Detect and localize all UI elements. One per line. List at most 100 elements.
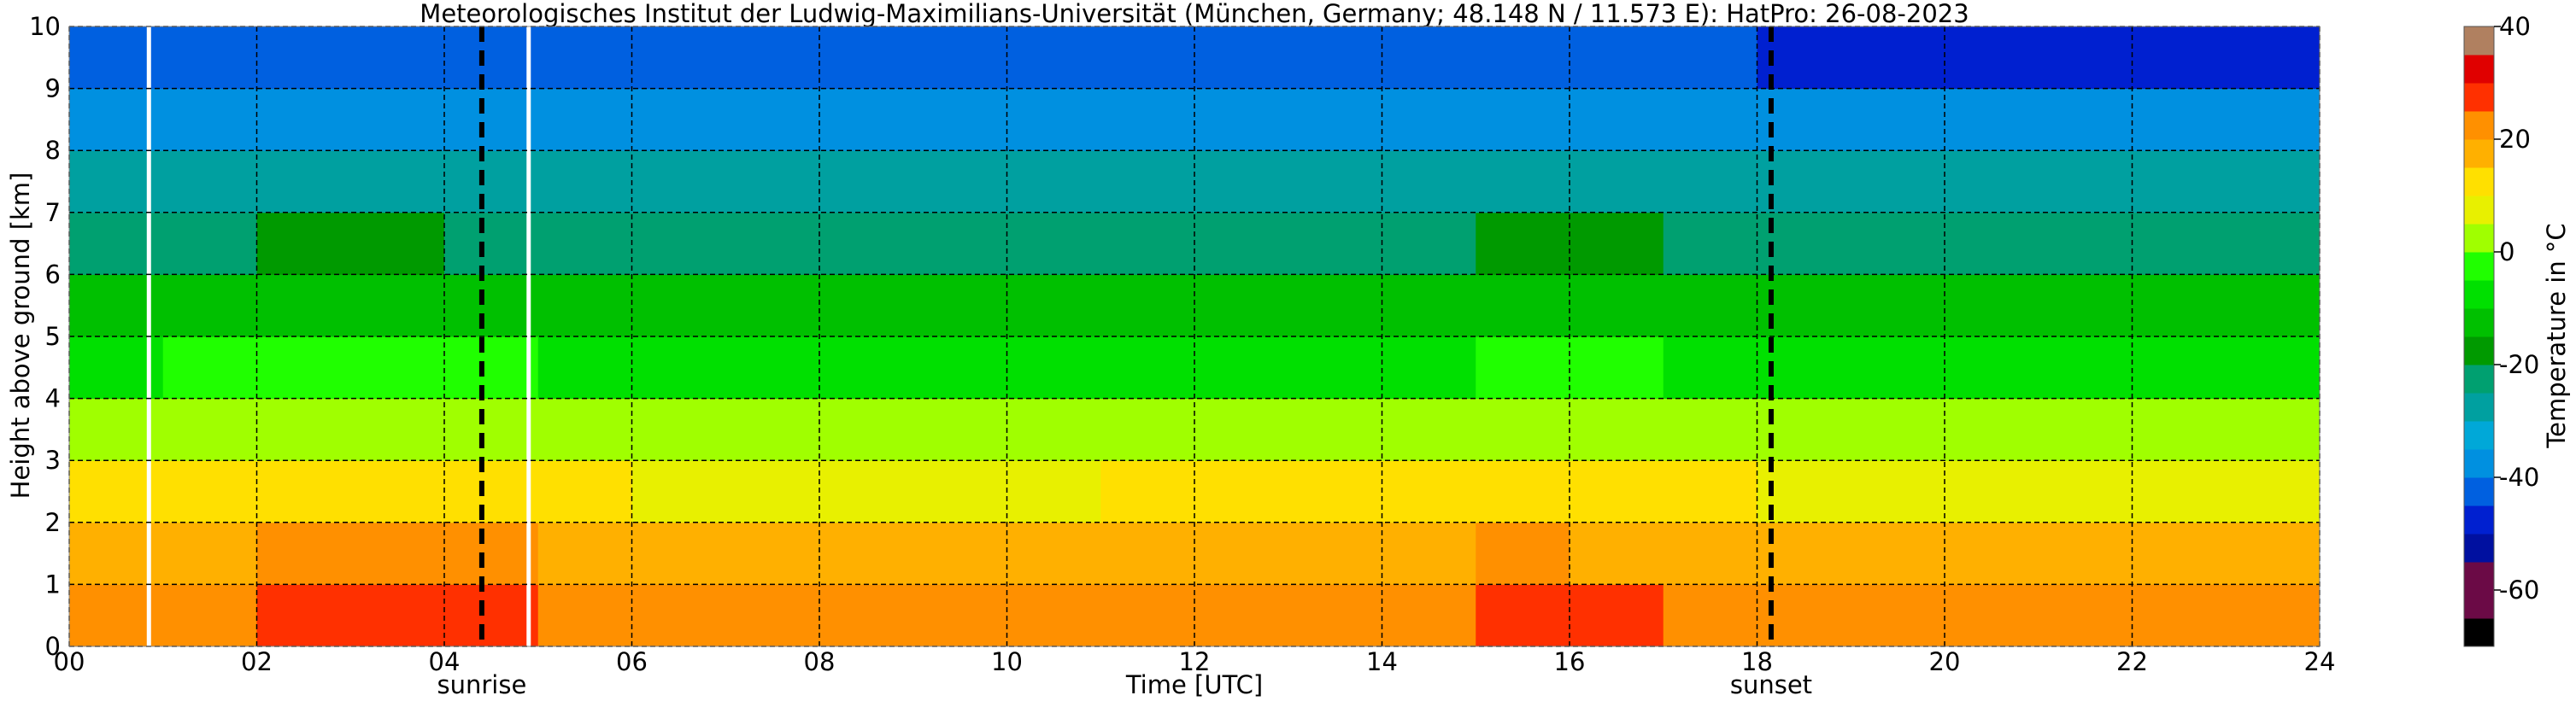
heat-cell <box>1851 212 1945 275</box>
heat-cell <box>1382 26 1476 90</box>
heat-cell <box>725 584 820 647</box>
colorbar-segment <box>2464 55 2494 84</box>
y-tick-label: 3 <box>45 446 61 475</box>
heat-cell <box>1663 336 1757 400</box>
heat-cell <box>1006 274 1101 337</box>
heat-cell <box>1288 584 1382 647</box>
heat-cell <box>1945 398 2039 461</box>
heat-cell <box>1194 88 1289 151</box>
heat-cell <box>1851 150 1945 213</box>
heat-cell <box>256 212 351 275</box>
heat-cell <box>1851 336 1945 400</box>
heat-cell <box>1194 274 1289 337</box>
heat-cell <box>256 150 351 213</box>
heat-cell <box>1663 88 1757 151</box>
heat-cell <box>2132 336 2227 400</box>
heat-cell <box>1663 26 1757 90</box>
heat-cell <box>350 26 445 90</box>
heat-cell <box>162 398 257 461</box>
x-tick-label: 24 <box>2304 647 2336 676</box>
heat-cell <box>1006 398 1101 461</box>
heat-cell <box>1006 150 1101 213</box>
heat-cell <box>1851 398 1945 461</box>
heat-cell <box>1663 584 1757 647</box>
x-tick-label: 16 <box>1554 647 1586 676</box>
heat-cell <box>537 26 632 90</box>
heat-cell <box>1382 460 1476 523</box>
y-tick-label: 7 <box>45 198 61 227</box>
heat-cell <box>256 460 351 523</box>
heat-cell <box>725 274 820 337</box>
heat-cell <box>256 584 351 647</box>
heat-cell <box>1288 274 1382 337</box>
heat-cell <box>350 212 445 275</box>
heat-cell <box>1382 88 1476 151</box>
heat-cell <box>537 88 632 151</box>
heat-cell <box>537 274 632 337</box>
heat-cell <box>1476 274 1570 337</box>
colorbar-segment <box>2464 224 2494 253</box>
heat-cell <box>2132 522 2227 585</box>
heat-cell <box>819 150 914 213</box>
heat-cell <box>1663 522 1757 585</box>
heat-cell <box>1570 584 1664 647</box>
heat-cell <box>725 398 820 461</box>
heat-cell <box>444 584 539 647</box>
heat-cell <box>537 150 632 213</box>
heat-cell <box>1100 212 1195 275</box>
heat-cell <box>1663 398 1757 461</box>
heat-cell <box>1194 212 1289 275</box>
heat-cell <box>1851 460 1945 523</box>
heat-cell <box>631 398 726 461</box>
colorbar-tick-label: -40 <box>2499 463 2539 492</box>
colorbar-segment <box>2464 167 2494 196</box>
heat-cell <box>631 26 726 90</box>
colorbar-segment <box>2464 477 2494 506</box>
heat-cell <box>162 150 257 213</box>
y-tick-label: 8 <box>45 136 61 165</box>
heat-cell <box>631 584 726 647</box>
chart-title: Meteorologisches Institut der Ludwig-Max… <box>420 0 1969 28</box>
heat-cell <box>1570 274 1664 337</box>
heat-cell <box>162 584 257 647</box>
heat-cell <box>912 522 1007 585</box>
heat-cell <box>1100 26 1195 90</box>
y-tick-label: 6 <box>45 260 61 289</box>
heat-cell <box>350 274 445 337</box>
heat-cell <box>256 522 351 585</box>
heat-cell <box>537 460 632 523</box>
heat-cell <box>1194 522 1289 585</box>
colorbar-segment <box>2464 534 2494 563</box>
colorbar-segment <box>2464 618 2494 647</box>
y-axis-label: Height above ground [km] <box>6 172 35 500</box>
heat-cell <box>912 88 1007 151</box>
colorbar-segment <box>2464 562 2494 591</box>
heat-cell <box>162 460 257 523</box>
heat-cell <box>1194 584 1289 647</box>
heat-cell <box>1663 274 1757 337</box>
colorbar-segment <box>2464 505 2494 535</box>
heat-cell <box>162 522 257 585</box>
heat-cell <box>1288 522 1382 585</box>
heat-cell <box>2038 212 2133 275</box>
heat-cell <box>1570 460 1664 523</box>
heat-cell <box>819 584 914 647</box>
heat-cell <box>1757 88 1851 151</box>
heat-cell <box>912 584 1007 647</box>
heat-cell <box>350 88 445 151</box>
heat-cell <box>912 212 1007 275</box>
heat-cell <box>350 584 445 647</box>
heat-cell <box>1851 274 1945 337</box>
heat-cell <box>1945 460 2039 523</box>
heat-cell <box>1476 150 1570 213</box>
heat-cell <box>1945 26 2039 90</box>
heat-cell <box>2226 88 2321 151</box>
heat-cell <box>1194 336 1289 400</box>
plot-frame <box>68 26 2321 647</box>
y-tick-label: 0 <box>45 632 61 661</box>
heat-cell <box>444 274 539 337</box>
heat-cell <box>725 26 820 90</box>
x-tick-label: 18 <box>1741 647 1773 676</box>
heat-cell <box>1945 522 2039 585</box>
heat-cell <box>1288 26 1382 90</box>
